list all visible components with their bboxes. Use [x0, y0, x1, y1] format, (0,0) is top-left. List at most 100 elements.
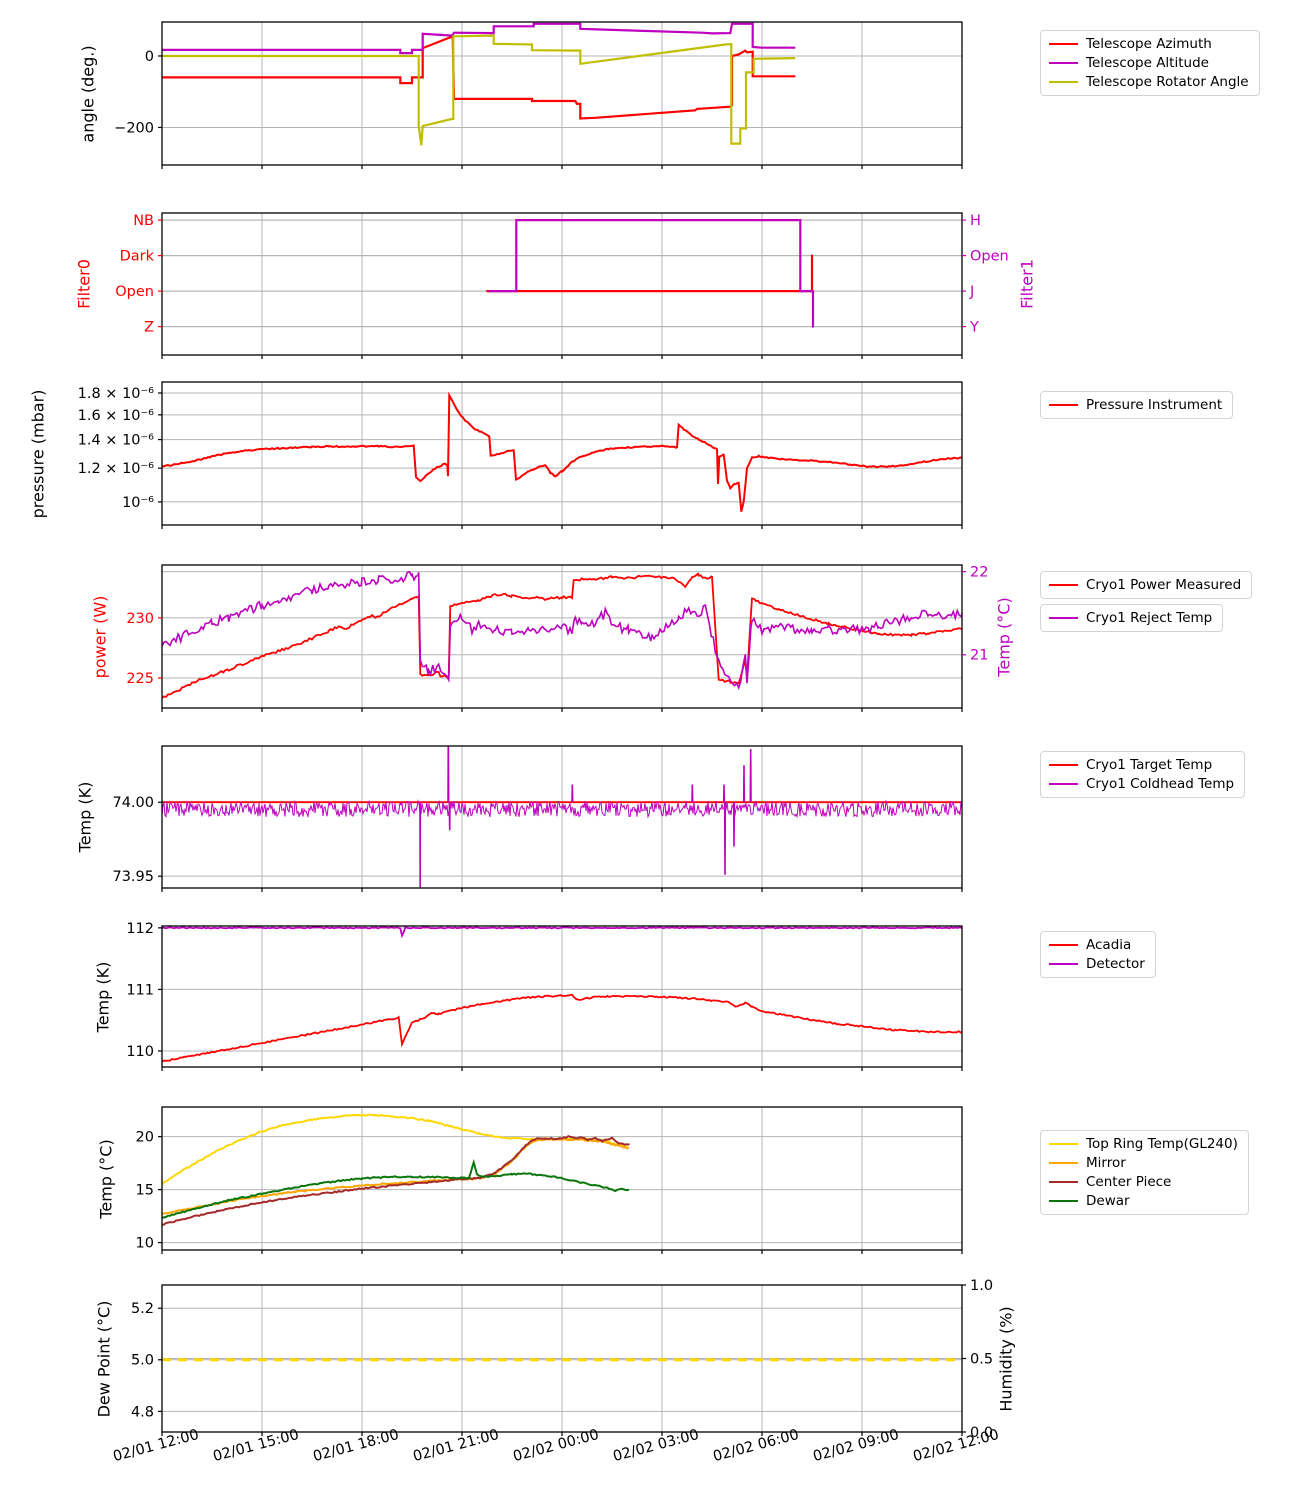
- y2-tick-label: Open: [970, 249, 1009, 265]
- series-top-ring-temp-gl240: [162, 1113, 629, 1186]
- series-filter0: [486, 254, 814, 293]
- legend-line-sample: [1049, 62, 1078, 64]
- series-telescope-rotator-angle: [162, 34, 796, 146]
- y-tick-label: 10⁻⁶: [122, 495, 154, 511]
- series-cryo1-coldhead-temp: [162, 799, 962, 819]
- legend-label: Center Piece: [1086, 1174, 1172, 1190]
- legend-item-top-ring-temp-gl240: Top Ring Temp(GL240): [1049, 1136, 1238, 1152]
- legend-label: Top Ring Temp(GL240): [1086, 1136, 1238, 1152]
- y2-tick-label: 22: [970, 565, 988, 581]
- y-tick-label: 73.95: [112, 869, 154, 885]
- legend-line-sample: [1049, 783, 1078, 785]
- series-cryo1-power-measured: [162, 572, 962, 699]
- y2-tick-label: J: [969, 284, 974, 300]
- legend-item-mirror: Mirror: [1049, 1155, 1238, 1171]
- legend-item-center-piece: Center Piece: [1049, 1174, 1238, 1190]
- legend-item-pressure-instrument: Pressure Instrument: [1049, 397, 1222, 413]
- legend-item-acadia: Acadia: [1049, 937, 1145, 953]
- legend-line-sample: [1049, 1200, 1078, 1202]
- y2-tick-label: 1.0: [970, 1278, 993, 1294]
- series-dewar: [162, 1158, 630, 1219]
- series-detector: [162, 926, 962, 939]
- legend-label: Detector: [1086, 956, 1145, 972]
- legend-item-detector: Detector: [1049, 956, 1145, 972]
- y2-tick-label: 21: [970, 648, 988, 664]
- axis-title-dew-point-humidity: Dew Point (°C): [94, 1300, 114, 1417]
- legend-box: Cryo1 Power Measured: [1040, 571, 1253, 599]
- panel-pressure: 1.8 × 10⁻⁶ 1.6 × 10⁻⁶ 1.4 × 10⁻⁶ 1.2 × 10⁻⁶…: [78, 381, 963, 529]
- legend-label: Acadia: [1086, 937, 1132, 953]
- y-tick-label: −200: [114, 120, 154, 136]
- y-tick-label: 110: [126, 1044, 154, 1060]
- y-tick-label: 74.00: [112, 795, 154, 811]
- y2-tick-label: Y: [969, 320, 979, 336]
- y-tick-label: Z: [144, 320, 154, 336]
- series-acadia: [162, 993, 962, 1063]
- legend-label: Cryo1 Coldhead Temp: [1086, 776, 1235, 792]
- series-telescope-azimuth: [162, 34, 796, 120]
- legend-item-cryo1-target-temp: Cryo1 Target Temp: [1049, 757, 1234, 773]
- legend-label: Mirror: [1086, 1155, 1126, 1171]
- legend-label: Telescope Azimuth: [1086, 36, 1212, 52]
- panel-telescope-angles: 0 −200: [114, 21, 963, 169]
- series-telescope-altitude: [162, 22, 796, 55]
- axis-title-telescope-angles: angle (deg.): [78, 44, 98, 143]
- y2-tick-label: 0.5: [970, 1351, 993, 1367]
- panel-structure-temps: 20 15 10: [136, 1106, 963, 1254]
- y-tick-label: 5.0: [131, 1353, 154, 1369]
- legend-line-sample: [1049, 764, 1078, 766]
- y-tick-label: 1.6 × 10⁻⁶: [78, 408, 155, 424]
- y-tick-label: 112: [126, 921, 154, 937]
- series-center-piece: [162, 1135, 630, 1226]
- panel-cryo1-coldhead: 74.00 73.95: [112, 745, 963, 892]
- series-cryo1-reject-temp: [162, 570, 962, 691]
- legend-box: Cryo1 Reject Temp: [1040, 604, 1224, 632]
- legend-line-sample: [1049, 1162, 1078, 1164]
- panel-filters: NB Dark Open Z H Open J Y: [115, 212, 1009, 359]
- y-tick-label: 15: [136, 1183, 154, 1199]
- legend-item-telescope-rotator-angle: Telescope Rotator Angle: [1049, 74, 1249, 90]
- panel-cryo1-power: 230 225 22 21: [126, 564, 988, 712]
- legend-line-sample: [1049, 1143, 1078, 1145]
- legend-line-sample: [1049, 944, 1078, 946]
- legend-line-sample: [1049, 963, 1078, 965]
- axis-title-detector-temps: Temp (K): [93, 961, 113, 1032]
- legend-box: Acadia Detector: [1040, 931, 1156, 978]
- legend-line-sample: [1049, 584, 1078, 586]
- y-tick-label: 4.8: [131, 1404, 154, 1420]
- y-tick-label: NB: [133, 213, 154, 229]
- y-tick-label: 20: [136, 1130, 154, 1146]
- legend-label: Telescope Altitude: [1086, 55, 1209, 71]
- legend-label: Cryo1 Power Measured: [1086, 577, 1242, 593]
- y-tick-label: 111: [126, 982, 154, 998]
- legend-box: Cryo1 Target Temp Cryo1 Coldhead Temp: [1040, 751, 1246, 798]
- panel-dew-point-humidity: 5.2 5.0 4.8 1.0 0.5 0.0: [131, 1278, 993, 1441]
- legend-box: Telescope Azimuth Telescope Altitude Teles…: [1040, 30, 1260, 96]
- legend-item-cryo1-reject-temp: Cryo1 Reject Temp: [1049, 610, 1212, 626]
- legend-label: Cryo1 Reject Temp: [1086, 610, 1213, 626]
- axis-title-cryo1-power-right: Temp (°C): [994, 596, 1014, 677]
- y-tick-label: 1.8 × 10⁻⁶: [78, 386, 155, 402]
- axis-title-dew-point-humidity-right: Humidity (%): [996, 1305, 1016, 1412]
- y2-tick-label: 0.0: [970, 1425, 993, 1441]
- legend-label: Dewar: [1086, 1193, 1130, 1209]
- y-tick-label: 225: [126, 671, 154, 687]
- legend-item-telescope-azimuth: Telescope Azimuth: [1049, 36, 1249, 52]
- y-tick-label: 0: [145, 49, 154, 65]
- panel-detector-temps: 112 111 110: [126, 921, 963, 1071]
- legend-line-sample: [1049, 1181, 1078, 1183]
- legend-line-sample: [1049, 404, 1078, 406]
- y2-tick-label: H: [970, 213, 981, 229]
- axis-title-structure-temps: Temp (°C): [96, 1138, 116, 1219]
- axis-title-cryo1-coldhead: Temp (K): [75, 781, 95, 853]
- legend-label: Cryo1 Target Temp: [1086, 757, 1213, 773]
- y-tick-label: 230: [126, 611, 154, 627]
- axis-title-filters-right: Filter1: [1017, 259, 1037, 309]
- legend-item-cryo1-power-measured: Cryo1 Power Measured: [1049, 577, 1241, 593]
- axis-title-pressure: pressure (mbar): [28, 389, 48, 518]
- y-tick-label: 5.2: [131, 1301, 154, 1317]
- legend-box: Pressure Instrument: [1040, 391, 1234, 419]
- legend-line-sample: [1049, 81, 1078, 83]
